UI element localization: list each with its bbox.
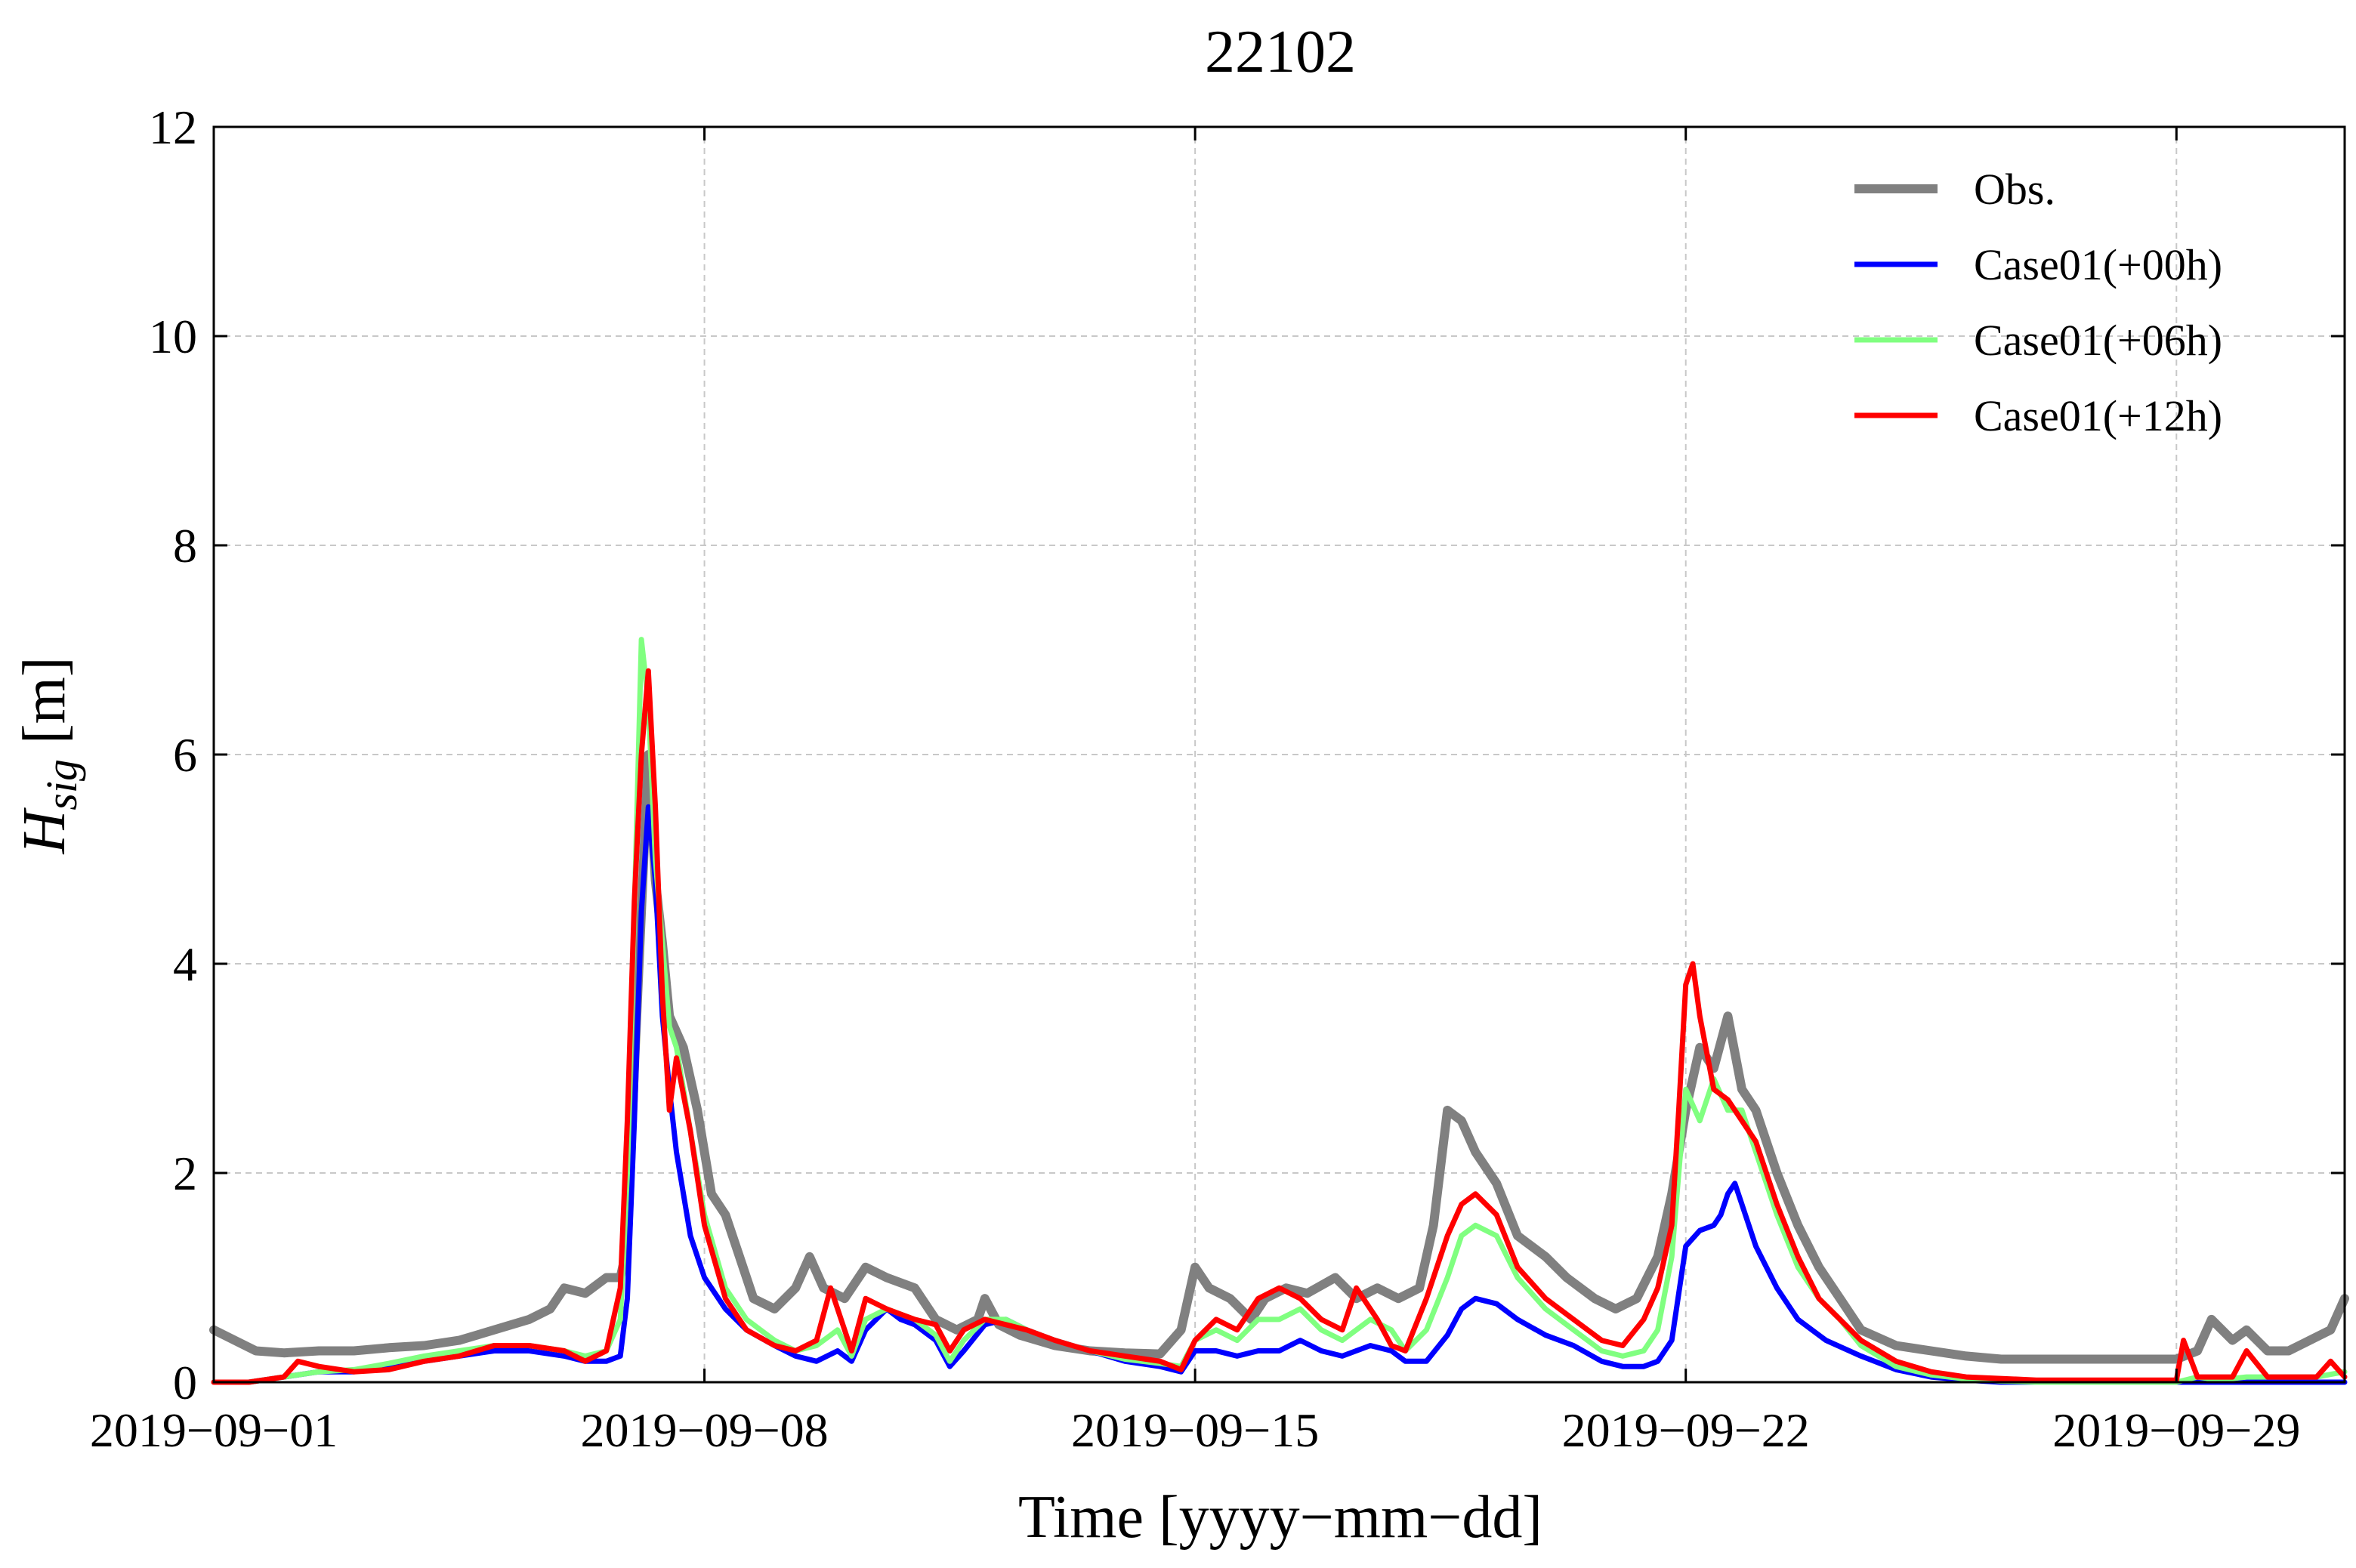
grid-lines (214, 127, 2345, 1382)
x-tick-label: 2019−09−29 (2052, 1403, 2300, 1457)
y-tick-label: 4 (173, 937, 197, 991)
y-axis-label-sub: sig (37, 759, 86, 810)
series-layer (209, 637, 2349, 1385)
y-axis-label-unit: [m] (11, 657, 78, 760)
chart-title: 22102 (1205, 19, 1356, 85)
y-tick-label: 8 (173, 519, 197, 573)
y-axis-label: Hsig [m] (11, 657, 86, 855)
legend-label: Obs. (1974, 165, 2055, 214)
x-axis-label: Time [yyyy−mm−dd] (1018, 1484, 1542, 1551)
y-tick-label: 6 (173, 728, 197, 782)
x-tick-label: 2019−09−22 (1562, 1403, 1810, 1457)
legend-label: Case01(+06h) (1974, 316, 2222, 365)
y-tick-label: 2 (173, 1147, 197, 1200)
axis-ticks: 2019−09−01 2019−09−08 2019−09−15 2019−09−22… (90, 100, 2345, 1457)
x-tick-label: 2019−09−08 (580, 1403, 828, 1457)
legend-label: Case01(+12h) (1974, 391, 2222, 440)
y-tick-label: 10 (149, 310, 197, 363)
legend: Obs. Case01(+00h) Case01(+06h) Case01(+12h) (1854, 165, 2222, 440)
legend-label: Case01(+00h) (1974, 240, 2222, 289)
series-line-3 (211, 668, 2348, 1385)
x-tick-label: 2019−09−15 (1071, 1403, 1319, 1457)
x-tick-label: 2019−09−01 (90, 1403, 338, 1457)
y-tick-label: 0 (173, 1356, 197, 1409)
y-tick-label: 12 (149, 100, 197, 154)
y-axis-label-main: H (11, 807, 78, 854)
